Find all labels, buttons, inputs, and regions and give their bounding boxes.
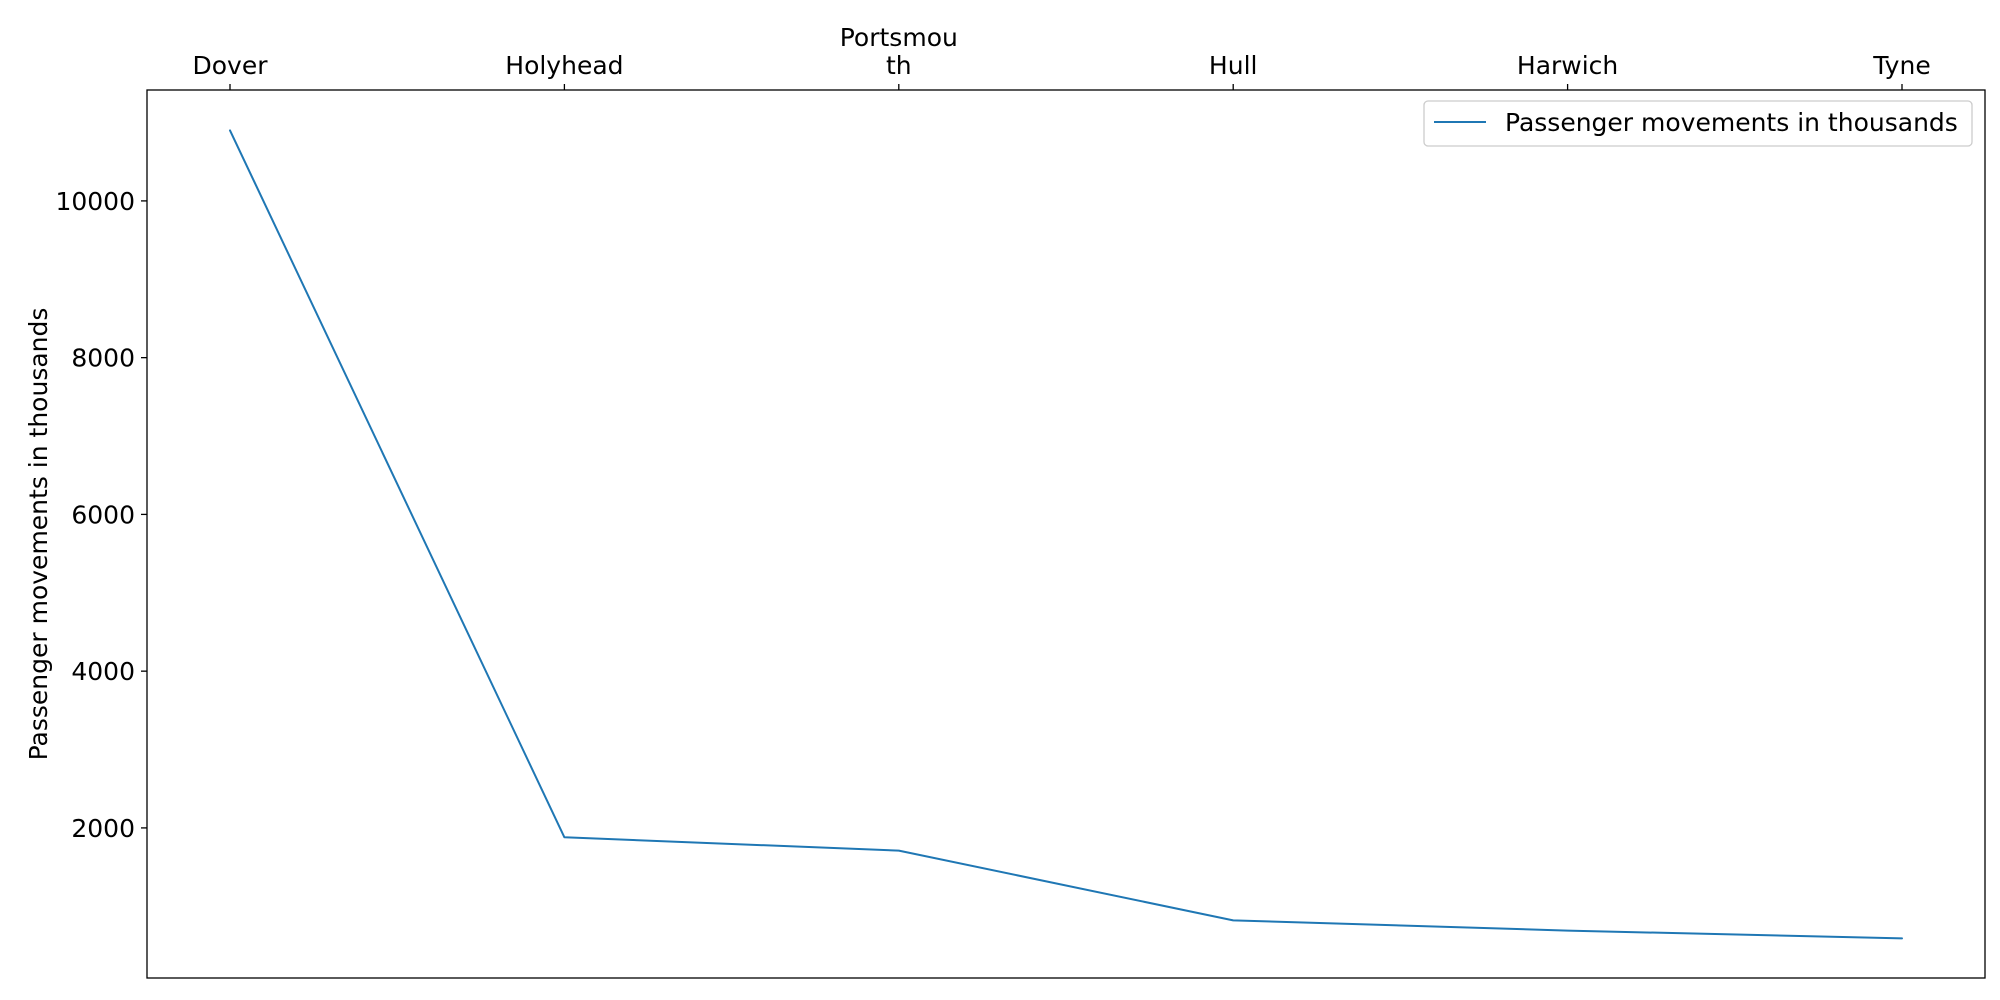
x-tick-label: Portsmou th <box>840 23 958 80</box>
x-tick-label: Harwich <box>1517 51 1618 80</box>
y-tick-label: 6000 <box>71 500 135 529</box>
y-tick-label: 2000 <box>71 814 135 843</box>
y-axis-ticks: 2000 4000 6000 8000 10000 <box>55 187 147 843</box>
x-tick-label: Holyhead <box>505 51 623 80</box>
y-tick-label: 10000 <box>55 187 135 216</box>
x-tick-label: Hull <box>1209 51 1258 80</box>
y-axis-label: Passenger movements in thousands <box>24 308 53 761</box>
series-line <box>229 129 1903 940</box>
legend: Passenger movements in thousands <box>1423 100 1973 147</box>
x-tick-label: Dover <box>193 51 269 80</box>
y-tick-label: 4000 <box>71 657 135 686</box>
legend-box <box>1423 100 1973 147</box>
x-tick-label: Tyne <box>1872 51 1930 80</box>
x-axis-ticks: Dover Holyhead Portsmou th Hull Harwich Tyne <box>193 23 1931 90</box>
y-tick-label: 8000 <box>71 344 135 373</box>
legend-label: Passenger movements in thousands <box>1505 108 1958 137</box>
plot-area <box>146 89 1986 979</box>
series-layer <box>229 129 1903 940</box>
